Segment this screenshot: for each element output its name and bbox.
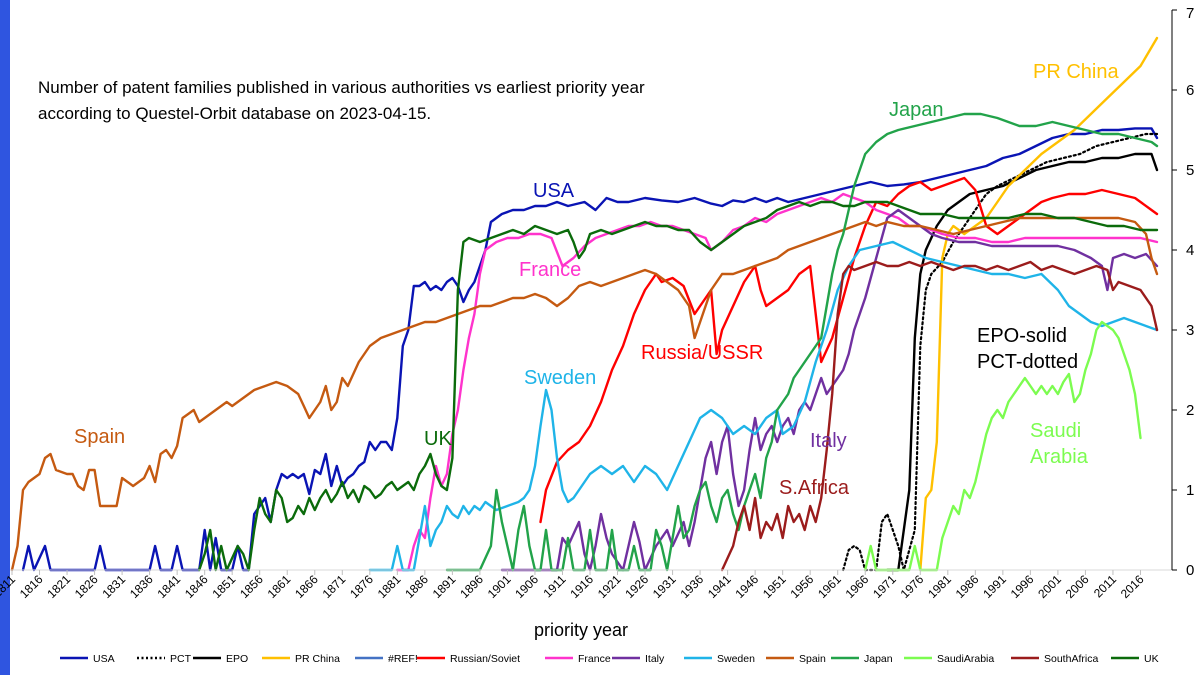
y-tick-label: 7 [1186, 5, 1194, 22]
annotation-epo: EPO-solid [977, 325, 1067, 347]
annotation-italy: Italy [810, 430, 847, 452]
y-tick-label: 4 [1186, 242, 1194, 259]
y-tick-label: 0 [1186, 562, 1194, 579]
annotation-pct: PCT-dotted [977, 351, 1078, 373]
chart-subtitle: according to Questel-Orbit database on 2… [38, 104, 431, 123]
annotation-spain: Spain [74, 426, 125, 448]
legend-label: #REF! [388, 653, 418, 665]
legend-label: USA [93, 653, 115, 665]
legend-label: Russian/Soviet [450, 653, 520, 665]
annotation-uk: UK [424, 428, 452, 450]
series-line-saudiarabia [864, 320, 1142, 572]
legend: USA PCT EPO PR China #REF! Russian/Soviet Fran… [60, 653, 1159, 665]
legend-label: UK [1144, 653, 1159, 665]
left-accent-bar [0, 0, 10, 675]
annotation-arabia: Arabia [1030, 446, 1089, 468]
annotation-japan: Japan [889, 99, 944, 121]
legend-label: Spain [799, 653, 826, 665]
y-tick-label: 2 [1186, 402, 1194, 419]
legend-label: SaudiArabia [937, 653, 994, 665]
annotation-pr-china: PR China [1033, 61, 1119, 83]
legend-label: PR China [295, 653, 340, 665]
annotation-russia: Russia/USSR [641, 342, 763, 364]
chart-title: Number of patent families published in v… [38, 78, 645, 97]
annotation-france: France [519, 259, 581, 281]
y-tick-label: 3 [1186, 322, 1194, 339]
series-line-southafrica [720, 260, 1159, 572]
legend-label: Japan [864, 653, 893, 665]
y-tick-label: 5 [1186, 162, 1194, 179]
annotation-usa: USA [533, 180, 575, 202]
series-line-italy [500, 208, 1159, 572]
legend-label: Sweden [717, 653, 755, 665]
x-axis-label: priority year [534, 620, 628, 640]
legend-label: PCT [170, 653, 192, 665]
legend-label: SouthAfrica [1044, 653, 1098, 665]
y-tick-labels: 0 1 2 3 4 5 6 7 [1172, 5, 1194, 579]
series-line-pr-china [919, 36, 1159, 572]
y-tick-label: 6 [1186, 82, 1194, 99]
series-line-epo [886, 152, 1159, 572]
annotation-south-africa: S.Africa [779, 477, 850, 499]
series-line-spain [10, 216, 1159, 572]
legend-label: France [578, 653, 611, 665]
legend-label: EPO [226, 653, 248, 665]
annotation-sweden: Sweden [524, 367, 596, 389]
series-line-sweden [368, 240, 1159, 572]
legend-label: Italy [645, 653, 665, 665]
y-tick-label: 1 [1186, 482, 1194, 499]
series-line-france [396, 192, 1159, 572]
series-line-uk [198, 200, 1159, 572]
annotation-saudi: Saudi [1030, 420, 1081, 442]
axes-layer [10, 10, 1173, 571]
